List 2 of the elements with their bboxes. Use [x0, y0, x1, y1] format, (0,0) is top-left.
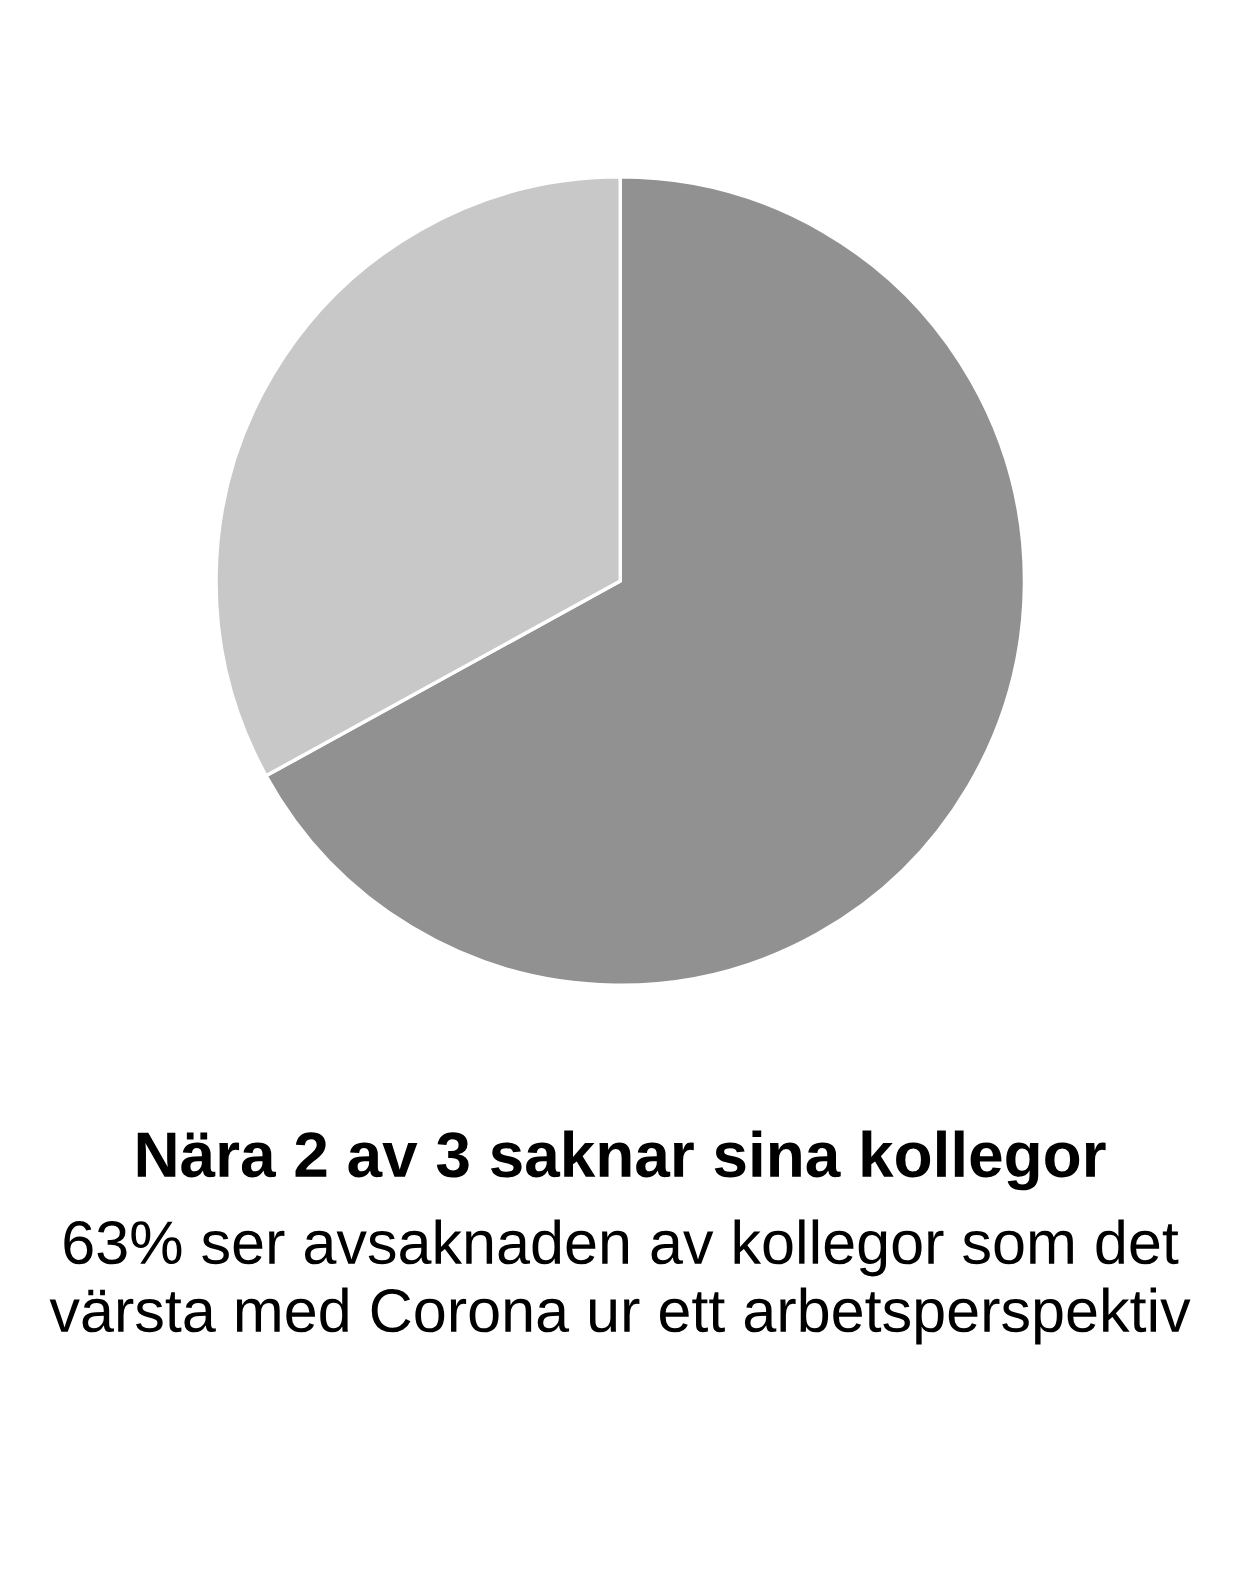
- text: 63% ser avsaknaden av kollegor som det värsta med Corona ur ett arbetsperspektiv: [49, 1219, 1191, 1345]
- text: Nära 2 av 3 saknar sina kollegor: [137, 1130, 1106, 1191]
